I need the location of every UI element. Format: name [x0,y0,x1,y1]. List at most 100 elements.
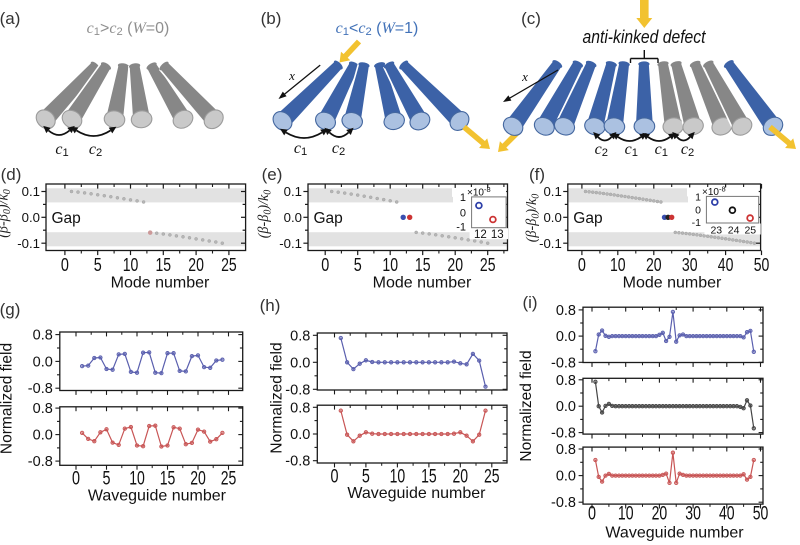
svg-text:0: 0 [695,205,701,217]
svg-text:c2: c2 [595,141,608,159]
svg-text:Waveguide number: Waveguide number [605,525,744,542]
svg-text:c1: c1 [625,141,638,159]
svg-text:Normalized field: Normalized field [269,342,286,453]
svg-text:30: 30 [682,254,698,275]
svg-text:(h): (h) [260,296,281,315]
svg-text:Normalized field: Normalized field [518,350,535,461]
svg-text:20: 20 [652,504,668,525]
svg-text:25: 25 [221,254,237,275]
svg-text:40: 40 [719,504,735,525]
svg-text:25: 25 [484,467,500,488]
svg-text:c1<c2 (W=1): c1<c2 (W=1) [336,20,419,38]
svg-text:0.8: 0.8 [556,373,576,389]
svg-text:-0.8: -0.8 [28,454,53,470]
svg-text:13: 13 [491,229,504,241]
svg-text:10: 10 [618,504,634,525]
svg-text:-0.8: -0.8 [551,426,576,442]
svg-text:23: 23 [710,225,722,237]
svg-text:Waveguide number: Waveguide number [88,488,227,505]
svg-text:(i): (i) [522,293,537,312]
svg-text:c2: c2 [681,141,694,159]
svg-text:0: 0 [578,254,586,275]
svg-text:0.8: 0.8 [556,442,576,458]
svg-text:0.0: 0.0 [284,210,302,225]
svg-text:c1: c1 [55,141,68,159]
svg-text:(β-β0)/k0: (β-β0)/k0 [0,189,13,238]
svg-text:-0.8: -0.8 [551,355,576,371]
svg-text:(b): (b) [261,9,282,28]
svg-text:0.0: 0.0 [556,469,576,485]
svg-text:0: 0 [321,254,329,275]
svg-text:24: 24 [728,225,740,237]
svg-text:x: x [521,69,528,84]
svg-text:-1: -1 [692,217,701,229]
svg-text:20: 20 [646,254,662,275]
svg-text:(e): (e) [262,165,283,184]
svg-text:0.8: 0.8 [33,328,53,344]
svg-text:25: 25 [480,254,496,275]
svg-text:(β-β0)/k0: (β-β0)/k0 [256,190,274,239]
svg-text:5: 5 [94,254,102,275]
svg-text:0.0: 0.0 [556,329,576,345]
svg-text:12: 12 [474,229,487,241]
svg-text:(a): (a) [0,9,20,28]
svg-text:0: 0 [72,469,80,490]
svg-text:Gap: Gap [314,210,343,227]
svg-text:0.8: 0.8 [290,328,310,344]
svg-text:-0.8: -0.8 [28,381,53,397]
svg-text:0: 0 [460,207,466,219]
svg-text:-0.8: -0.8 [285,454,310,470]
svg-text:0.0: 0.0 [290,355,310,371]
svg-text:0: 0 [588,504,596,525]
svg-text:25: 25 [221,469,237,490]
svg-text:0.0: 0.0 [33,428,53,444]
svg-text:15: 15 [421,467,437,488]
svg-text:5: 5 [103,469,111,490]
svg-text:-0.8: -0.8 [551,495,576,511]
svg-text:0.8: 0.8 [290,400,310,416]
svg-text:Gap: Gap [573,210,602,227]
svg-text:-1: -1 [456,222,466,234]
svg-text:5: 5 [354,254,362,275]
svg-text:0.8: 0.8 [556,303,576,319]
svg-text:0.8: 0.8 [33,401,53,417]
svg-text:(β-β0)/k0: (β-β0)/k0 [524,194,542,243]
svg-text:20: 20 [190,469,206,490]
svg-text:c1: c1 [294,140,307,158]
svg-text:10: 10 [390,467,406,488]
svg-text:0: 0 [331,467,339,488]
svg-text:(f): (f) [529,165,545,184]
svg-text:Normalized field: Normalized field [0,343,16,454]
svg-text:10: 10 [382,254,398,275]
svg-text:15: 15 [156,254,172,275]
svg-text:Gap: Gap [52,210,81,227]
svg-text:-0.1: -0.1 [539,236,562,251]
svg-text:10: 10 [129,469,145,490]
svg-text:anti-kinked defect: anti-kinked defect [583,26,707,47]
svg-text:Mode number: Mode number [111,275,210,292]
svg-text:50: 50 [753,504,769,525]
svg-text:0: 0 [61,254,69,275]
svg-text:1: 1 [460,192,466,204]
svg-text:5: 5 [362,467,370,488]
svg-text:(d): (d) [1,165,22,184]
svg-text:25: 25 [744,225,756,237]
svg-text:0.1: 0.1 [543,184,561,199]
svg-text:10: 10 [123,254,139,275]
svg-text:0.0: 0.0 [33,354,53,370]
svg-text:0.1: 0.1 [284,184,302,199]
svg-text:30: 30 [685,504,701,525]
svg-text:0.0: 0.0 [290,427,310,443]
svg-text:(g): (g) [0,300,20,319]
svg-text:Mode number: Mode number [623,275,722,292]
svg-text:c2: c2 [89,141,102,159]
svg-text:Waveguide number: Waveguide number [347,485,486,502]
svg-text:15: 15 [415,254,431,275]
svg-text:50: 50 [754,254,770,275]
svg-text:0.0: 0.0 [556,399,576,415]
svg-text:40: 40 [718,254,734,275]
svg-text:1: 1 [695,191,701,203]
svg-text:0.0: 0.0 [543,210,561,225]
svg-text:15: 15 [160,469,176,490]
svg-text:20: 20 [188,254,204,275]
